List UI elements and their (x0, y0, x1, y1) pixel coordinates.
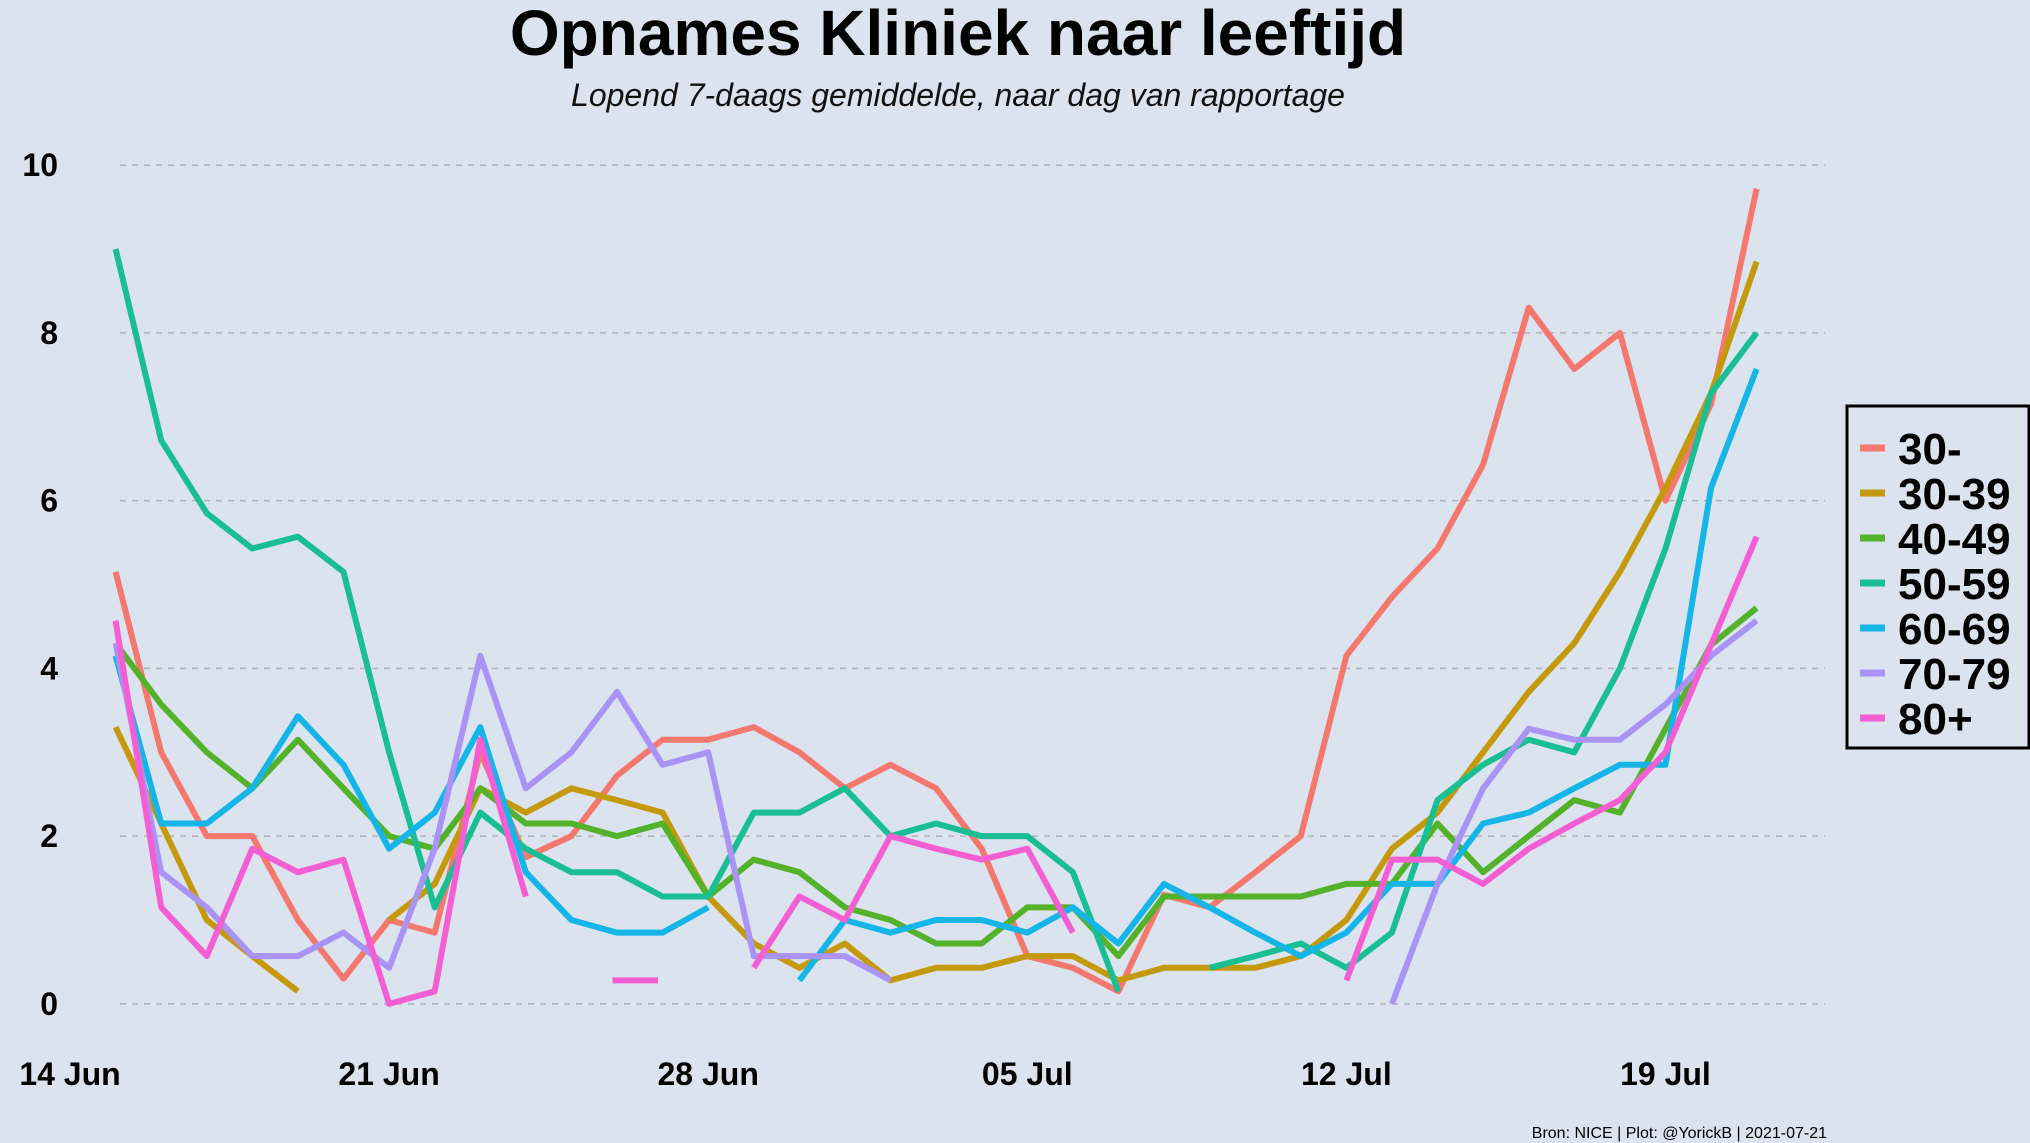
y-tick-label: 8 (40, 315, 58, 351)
series-lines (112, 187, 1760, 1007)
x-tick-label: 21 Jun (338, 1056, 439, 1092)
legend-label: 50-59 (1898, 560, 2011, 609)
legend-label: 30- (1898, 425, 1962, 474)
series-40-49 (113, 605, 1759, 960)
legend-box (1845, 404, 2030, 750)
y-tick-label: 6 (40, 483, 58, 519)
legend-label: 70-79 (1898, 650, 2011, 699)
series-60-69 (112, 367, 1760, 983)
legend-label: 40-49 (1898, 515, 2011, 564)
series-line (112, 655, 710, 936)
y-tick-label: 10 (22, 147, 58, 183)
series-line (751, 833, 1076, 970)
x-tick-label: 14 Jun (19, 1056, 120, 1092)
chart-subtitle: Lopend 7-daags gemiddelde, naar dag van … (571, 77, 1345, 113)
series-30- (112, 187, 1760, 995)
y-tick-label: 2 (40, 818, 58, 854)
legend-label: 30-39 (1898, 470, 2011, 519)
series-line (1208, 331, 1759, 971)
x-tick-label: 05 Jul (982, 1056, 1073, 1092)
x-axis: 14 Jun 21 Jun 28 Jun 05 Jul 12 Jul 19 Jul (19, 1056, 1711, 1092)
series-line (113, 605, 1759, 960)
series-line (1343, 535, 1760, 982)
series-line (112, 620, 529, 1007)
y-tick-label: 0 (40, 986, 58, 1022)
series-line (797, 367, 1760, 983)
y-axis: 0 2 4 6 8 10 (22, 147, 58, 1022)
chart-title: Opnames Kliniek naar leeftijd (510, 0, 1406, 69)
y-tick-label: 4 (40, 650, 58, 686)
series-line (387, 260, 1760, 984)
gridlines (120, 164, 1825, 1005)
legend-label: 60-69 (1898, 605, 2011, 654)
source-caption: Bron: NICE | Plot: @YorickB | 2021-07-21 (1532, 1125, 1827, 1142)
series-line (112, 248, 1122, 993)
series-line (112, 187, 1760, 995)
x-tick-label: 19 Jul (1620, 1056, 1711, 1092)
x-tick-label: 12 Jul (1301, 1056, 1392, 1092)
series-line (1389, 618, 1759, 1005)
x-tick-label: 28 Jun (657, 1056, 758, 1092)
series-80+ (112, 535, 1760, 1007)
legend-label: 80+ (1898, 695, 1973, 744)
series-50-59 (112, 248, 1759, 993)
